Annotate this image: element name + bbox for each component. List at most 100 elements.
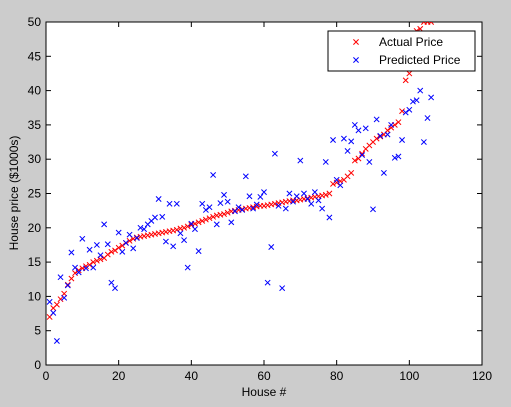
data-point <box>195 219 202 226</box>
data-point <box>206 204 213 211</box>
x-tick-label: 120 <box>472 369 492 383</box>
data-point <box>221 191 227 198</box>
y-tick-label: 30 <box>28 152 42 166</box>
data-point <box>181 224 188 231</box>
data-point <box>166 200 173 207</box>
data-point <box>351 157 358 164</box>
data-point <box>57 274 64 281</box>
data-point <box>115 229 122 236</box>
y-tick-label: 20 <box>28 221 42 235</box>
data-point <box>57 296 64 303</box>
data-point <box>188 220 195 227</box>
data-point <box>221 211 227 218</box>
y-tick-label: 45 <box>28 49 42 63</box>
y-tick-label: 40 <box>28 84 42 98</box>
data-point <box>388 124 395 131</box>
data-point <box>326 214 333 221</box>
data-point <box>217 200 224 207</box>
data-point <box>93 257 100 264</box>
data-point <box>112 285 118 292</box>
data-point <box>228 219 235 226</box>
data-point <box>395 119 402 126</box>
data-point <box>428 22 435 25</box>
data-point <box>391 154 398 161</box>
data-point <box>112 247 118 254</box>
data-point <box>173 200 180 207</box>
data-point <box>402 77 409 84</box>
data-point <box>261 189 267 196</box>
data-point <box>319 205 326 212</box>
data-point <box>373 135 380 142</box>
y-tick-label: 25 <box>28 187 42 201</box>
data-point <box>235 204 242 211</box>
data-point <box>410 98 416 105</box>
data-point <box>282 205 289 212</box>
data-point <box>83 265 89 272</box>
axes: 0 20 40 60 80 100 120 0 5 10 15 20 25 30 35 40 45 50 <box>28 15 493 383</box>
data-point <box>72 264 79 271</box>
data-point <box>246 193 253 200</box>
data-point <box>137 224 144 231</box>
data-point <box>224 209 231 216</box>
data-points <box>46 22 435 344</box>
data-point <box>119 248 126 255</box>
data-point <box>333 176 340 183</box>
x-tick-label: 20 <box>112 369 126 383</box>
data-point <box>104 251 111 258</box>
data-point <box>326 190 333 197</box>
data-point <box>293 193 300 200</box>
data-point <box>152 214 158 221</box>
y-tick-label: 15 <box>28 255 42 269</box>
data-point <box>279 285 286 292</box>
data-point <box>199 217 206 224</box>
x-tick-label: 100 <box>399 369 419 383</box>
data-point <box>351 121 358 128</box>
y-tick-label: 0 <box>34 358 41 372</box>
data-point <box>311 189 318 196</box>
data-point <box>297 157 304 164</box>
data-point <box>399 137 406 143</box>
data-point <box>50 309 57 316</box>
data-point <box>264 279 271 286</box>
data-point <box>97 252 104 259</box>
data-point <box>373 116 380 123</box>
data-point <box>359 152 366 159</box>
data-point <box>86 246 93 253</box>
data-point <box>122 239 129 246</box>
data-point <box>315 197 322 204</box>
data-point <box>53 338 60 344</box>
legend-marker <box>353 57 359 63</box>
data-point <box>195 248 202 255</box>
data-point <box>380 169 387 176</box>
data-point <box>286 190 293 197</box>
data-point <box>213 221 220 228</box>
data-point <box>68 249 75 256</box>
y-tick-label: 5 <box>34 324 41 338</box>
data-point <box>184 223 191 230</box>
y-tick-label: 10 <box>28 289 42 303</box>
data-point <box>133 235 140 242</box>
data-point <box>224 198 231 205</box>
legend-entry-label: Predicted Price <box>379 53 461 67</box>
x-tick-label: 40 <box>185 369 199 383</box>
data-point <box>75 267 82 274</box>
data-point <box>206 215 213 222</box>
data-point <box>366 158 373 165</box>
data-point <box>64 282 71 289</box>
data-point <box>83 263 89 270</box>
data-point <box>304 196 311 202</box>
x-axis-label: House # <box>242 385 287 399</box>
data-point <box>93 241 100 248</box>
data-point <box>192 226 198 233</box>
data-point <box>101 221 108 228</box>
data-point <box>181 237 188 244</box>
data-point <box>141 226 148 233</box>
legend-marker <box>353 39 359 45</box>
data-point <box>242 173 249 180</box>
data-point <box>108 279 115 286</box>
data-point <box>340 135 347 142</box>
data-point <box>337 182 344 189</box>
data-point <box>348 169 355 176</box>
